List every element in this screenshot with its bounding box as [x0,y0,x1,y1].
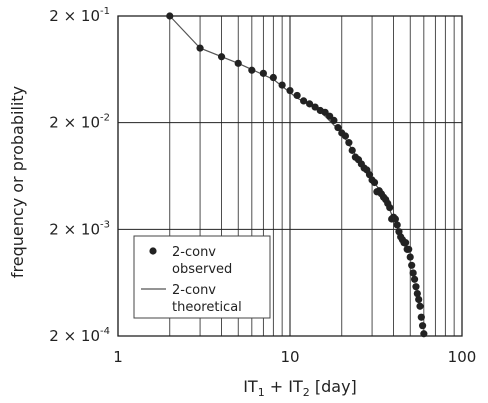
x-tick-labels: 1 10 100 [113,348,476,366]
observed-point [408,261,416,269]
observed-point [386,203,394,212]
observed-point [334,123,342,132]
observed-point [278,81,286,89]
y-tick-labels: 2 × 10-1 2 × 10-2 2 × 10-3 2 × 10-4 [49,6,110,345]
y-tick-label: 2 × 10-2 [49,113,110,132]
observed-point [393,221,401,229]
observed-point [330,116,338,125]
observed-point [409,269,417,277]
observed-point [300,97,308,105]
plot-frame [117,15,463,337]
y-tick-label: 2 × 10-1 [49,6,110,25]
observed-point [305,100,314,108]
theoretical-line [169,15,408,254]
legend: 2-conv observed 2-conv theoretical [133,235,271,319]
legend-label-theoretical-2: theoretical [172,300,242,315]
observed-point [234,59,242,67]
theoretical-series [169,15,408,254]
observed-point [286,86,294,95]
observed-point [269,73,277,82]
observed-point [370,178,379,187]
observed-point [406,253,414,261]
observed-series [166,12,428,338]
x-tick-label: 100 [448,348,477,366]
legend-label-theoretical-1: 2-conv [172,283,216,298]
observed-point [348,146,356,154]
observed-point [417,313,425,321]
observed-point [341,132,350,140]
observed-point [391,215,399,223]
observed-point [405,245,413,253]
x-axis-label: IT1 + IT2 [day] [243,377,357,399]
observed-point [410,275,419,283]
observed-point [345,139,353,147]
observed-point [412,283,420,291]
observed-point [415,295,423,304]
legend-label-observed-2: observed [172,262,232,277]
y-axis-label: frequency or probability [8,86,27,278]
x-tick-label: 1 [113,348,123,366]
observed-point [196,44,204,52]
legend-label-observed-1: 2-conv [172,245,216,260]
x-tick-label: 10 [280,348,299,366]
observed-point [259,69,267,77]
observed-point [413,289,421,298]
observed-point [166,12,174,20]
observed-point [217,53,226,61]
y-tick-label: 2 × 10-3 [49,219,110,238]
observed-point [311,103,319,111]
observed-point [416,302,424,310]
legend-marker-observed [149,247,157,255]
observed-point [418,322,427,330]
y-tick-label: 2 × 10-4 [49,326,110,345]
observed-point [248,66,256,74]
observed-point [402,239,410,247]
observed-point [293,91,301,100]
observed-point [420,330,428,338]
